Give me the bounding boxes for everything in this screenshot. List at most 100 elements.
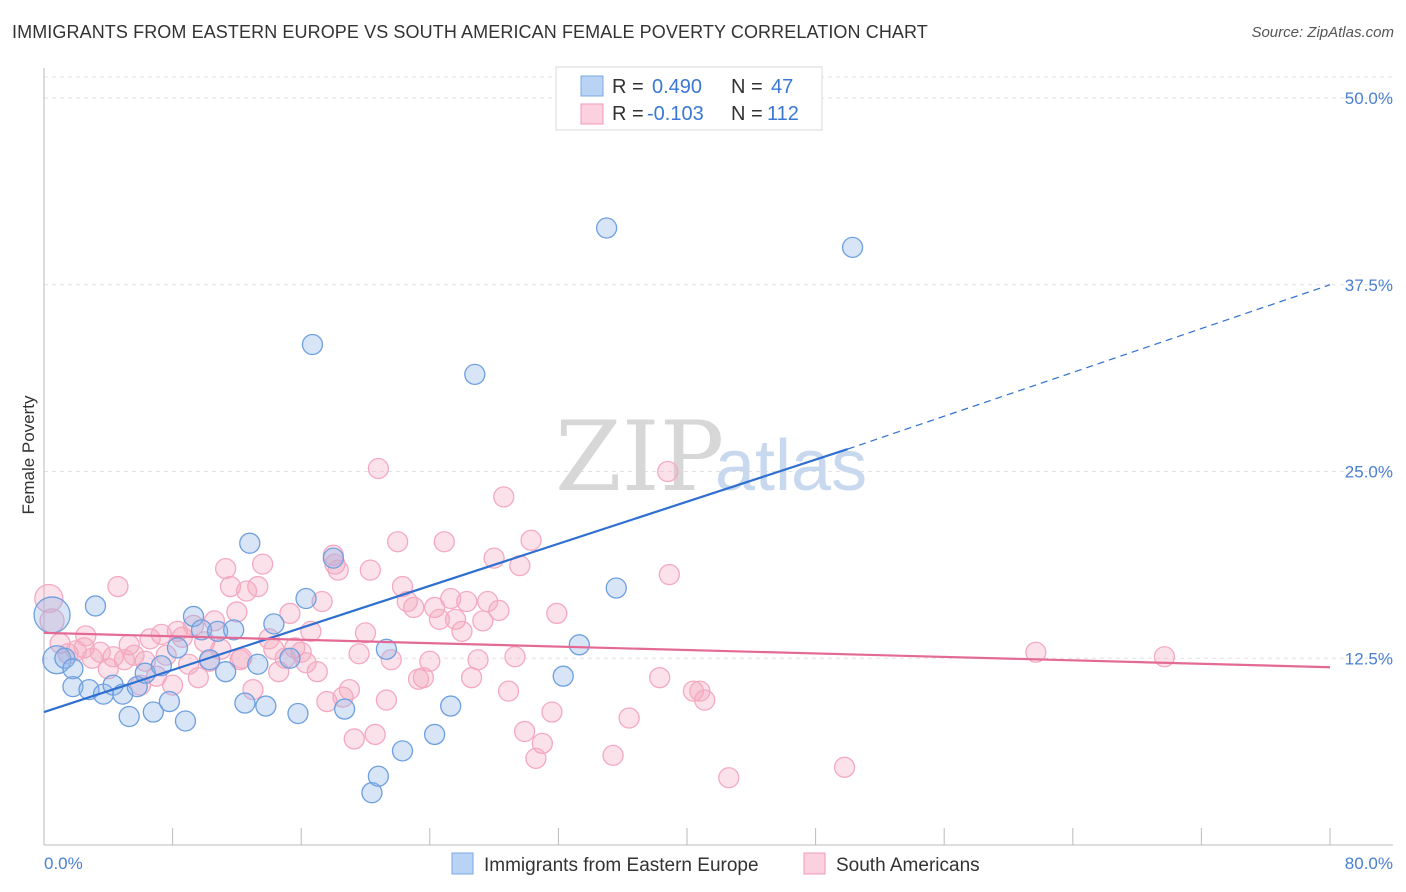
eastern-europe-point-3 [62, 658, 84, 680]
legend-r-label-1: R = [612, 76, 644, 98]
axes [43, 68, 1393, 846]
bottom-legend-swatch-pink [803, 852, 826, 875]
south-americans-point-55 [343, 728, 365, 750]
eastern-europe-point-32 [301, 333, 324, 356]
south-americans-point-19 [150, 623, 172, 645]
south-americans-point-78 [467, 649, 489, 671]
south-americans-point-85 [504, 646, 526, 668]
bottom-legend-swatch-blue [451, 852, 474, 875]
correlation-legend: R = 0.490 N = 47 R = -0.103 N = 112 [555, 66, 823, 131]
south-americans-point-83 [493, 486, 515, 508]
south-americans-point-70 [423, 596, 446, 619]
south-americans-point-61 [375, 689, 398, 711]
grid [44, 76, 1393, 659]
south-americans-point-33 [226, 601, 248, 623]
south-americans-point-75 [451, 620, 473, 643]
x-tick-label-min: 0.0% [44, 854, 83, 873]
south-americans-point-90 [531, 732, 553, 755]
south-americans-point-66 [403, 596, 425, 619]
south-americans-point-68 [412, 667, 435, 689]
south-americans-point-52 [327, 559, 349, 581]
south-americans-point-100 [694, 689, 716, 711]
south-americans-point-45 [290, 641, 312, 663]
eastern-europe-point-31 [295, 587, 317, 610]
south-americans-point-103 [1025, 641, 1047, 663]
south-americans-point-20 [155, 644, 177, 666]
south-americans-point-60 [367, 457, 390, 480]
eastern-europe-point-45 [605, 577, 627, 599]
legend-n-value-1: 47 [771, 76, 793, 98]
eastern-europe-point-14 [150, 655, 172, 677]
south-americans-trendline [43, 631, 1331, 669]
south-americans-point-50 [316, 690, 338, 713]
south-americans-point-9 [97, 658, 119, 680]
south-americans-point-102 [833, 756, 856, 778]
eastern-europe-point-25 [239, 532, 261, 554]
eastern-europe-point-36 [367, 765, 390, 787]
south-americans-point-11 [107, 575, 129, 598]
eastern-europe-point-29 [279, 647, 301, 669]
south-americans-point-65 [396, 590, 418, 613]
legend-r-value-1: 0.490 [652, 76, 702, 98]
source-label: Source: ZipAtlas.com [1251, 24, 1394, 41]
eastern-europe-point-4 [84, 595, 107, 617]
south-americans-point-69 [419, 650, 441, 672]
eastern-europe-point-44 [595, 217, 618, 239]
south-americans-point-84 [497, 680, 520, 702]
watermark-zip: ZIP [555, 401, 724, 513]
south-americans-point-77 [460, 667, 483, 689]
eastern-europe-point-22 [214, 661, 237, 683]
eastern-europe-point-42 [552, 665, 574, 687]
eastern-europe-point-46 [841, 236, 864, 259]
south-americans-point-101 [718, 767, 740, 789]
eastern-europe-point-16 [166, 637, 189, 659]
eastern-europe-point-0 [33, 596, 71, 634]
eastern-europe-point-1 [42, 645, 72, 675]
south-americans-point-17 [139, 628, 161, 650]
eastern-europe-point-26 [247, 653, 269, 675]
eastern-europe-point-41 [464, 363, 486, 386]
eastern-europe-point-18 [182, 605, 205, 628]
y-tick-label-1: 25.0% [1345, 463, 1393, 482]
y-axis-label: Female Poverty [19, 395, 38, 515]
eastern-europe-points [33, 217, 864, 804]
south-americans-point-57 [354, 622, 377, 644]
y-tick-label-0: 12.5% [1345, 649, 1393, 668]
south-americans-point-21 [161, 674, 184, 696]
eastern-europe-point-38 [391, 740, 414, 762]
south-americans-point-26 [187, 667, 209, 689]
south-americans-point-36 [242, 678, 264, 701]
y-tick-label-2: 37.5% [1345, 276, 1393, 295]
chart-title: IMMIGRANTS FROM EASTERN EUROPE VS SOUTH … [12, 22, 928, 42]
eastern-europe-point-43 [568, 634, 590, 656]
watermark-atlas: atlas [715, 426, 867, 506]
south-americans-point-96 [657, 460, 679, 483]
south-americans-point-94 [618, 707, 640, 729]
eastern-europe-point-27 [255, 695, 277, 717]
south-americans-point-72 [433, 531, 455, 553]
south-americans-point-49 [311, 590, 333, 613]
south-americans-point-63 [386, 531, 409, 553]
south-americans-point-71 [428, 608, 451, 631]
south-americans-point-56 [348, 643, 370, 665]
south-americans-point-76 [456, 590, 478, 613]
south-americans-points [34, 457, 1176, 789]
south-americans-point-82 [488, 599, 510, 622]
south-americans-point-74 [444, 608, 467, 631]
south-americans-point-93 [602, 744, 624, 767]
legend-n-label-1: N = [731, 76, 763, 98]
south-americans-point-54 [338, 678, 361, 701]
trendlines [43, 284, 1331, 714]
south-americans-point-14 [123, 644, 145, 666]
legend-r-value-2: -0.103 [647, 103, 704, 125]
legend-n-value-2: 112 [767, 103, 799, 125]
south-americans-point-48 [306, 661, 328, 683]
eastern-europe-point-40 [440, 695, 462, 717]
eastern-europe-point-24 [234, 692, 256, 714]
watermark: ZIP atlas [555, 401, 867, 513]
legend-n-label-2: N = [731, 103, 763, 125]
eastern-europe-point-30 [287, 702, 309, 725]
legend-swatch-blue [580, 75, 604, 97]
eastern-europe-point-23 [223, 619, 245, 641]
